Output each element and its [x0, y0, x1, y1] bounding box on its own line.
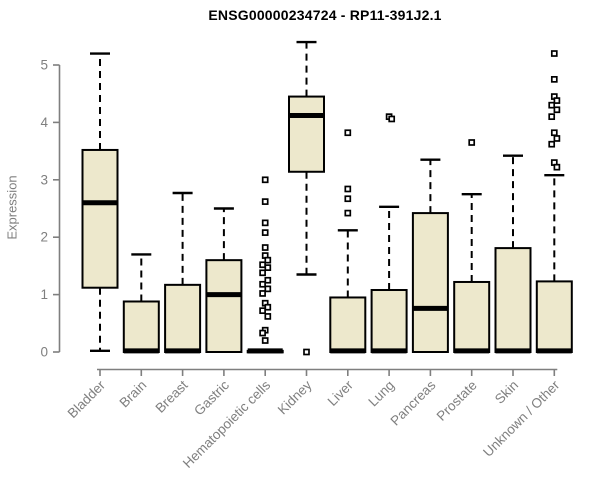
y-axis: 0 1 2 3 4 5 [40, 58, 61, 360]
outlier-point [548, 101, 556, 109]
outlier-point [259, 307, 266, 315]
box-prostate [453, 139, 491, 354]
x-tick-label-liver: Liver [325, 377, 357, 409]
box-bladder [81, 52, 119, 353]
y-tick-label: 3 [40, 172, 48, 187]
x-tick-label-kidney: Kidney [275, 377, 315, 417]
box-rect [164, 283, 202, 354]
box-rect [81, 148, 119, 289]
outlier-point [468, 139, 476, 146]
box-rect [288, 95, 325, 173]
outlier-point [261, 229, 269, 236]
box-rect [535, 280, 573, 354]
y-tick-label: 0 [40, 345, 48, 360]
outlier-point [259, 329, 266, 337]
x-tick-label-breast: Breast [153, 377, 191, 415]
outlier-point [553, 106, 561, 114]
y-tick-label: 1 [40, 287, 48, 302]
outlier-point [548, 113, 556, 121]
box-liver [329, 129, 367, 354]
box-lung [370, 113, 408, 354]
outlier-point [264, 256, 272, 264]
box-rect [122, 300, 160, 354]
outlier-point [344, 129, 352, 137]
outlier-point [261, 198, 269, 205]
box-rect [329, 296, 367, 353]
outlier-point [261, 176, 269, 184]
box-gastric [205, 207, 243, 353]
outlier-point [553, 135, 561, 142]
outlier-point [548, 140, 556, 148]
outlier-point [550, 129, 558, 137]
box-brain [122, 253, 160, 354]
outlier-point [264, 303, 272, 311]
x-tick-label-bladder: Bladder [65, 377, 109, 421]
y-tick-label: 2 [40, 230, 48, 245]
outlier-point [344, 209, 352, 217]
outlier-point [259, 280, 266, 288]
outlier-point [259, 269, 266, 277]
chart-title: ENSG00000234724 - RP11-391J2.1 [208, 7, 442, 23]
outlier-point [553, 97, 561, 104]
outlier-point [344, 185, 352, 193]
outlier-point [259, 290, 266, 297]
outlier-point [550, 50, 558, 57]
box-rect [205, 259, 243, 353]
outlier-point [259, 261, 266, 269]
outlier-point [261, 219, 269, 227]
outlier-point [264, 264, 272, 271]
box-hematopoietic-cells [246, 176, 284, 354]
x-tick-label-gastric: Gastric [191, 377, 232, 418]
y-tick-label: 5 [40, 58, 48, 73]
x-tick-label-lung: Lung [365, 378, 397, 410]
outlier-point [303, 348, 310, 356]
outlier-point [553, 163, 561, 171]
x-tick-label-skin: Skin [492, 378, 521, 407]
y-tick-label: 4 [40, 115, 48, 130]
outlier-point [261, 244, 269, 251]
outlier-point [264, 285, 272, 293]
x-tick-label-brain: Brain [117, 378, 150, 411]
box-skin [494, 154, 532, 354]
outlier-point [264, 313, 272, 320]
box-rect [453, 280, 491, 353]
outlier-point [344, 195, 352, 203]
x-tick-label-prostate: Prostate [434, 378, 480, 424]
box-pancreas [411, 158, 449, 353]
outlier-point [388, 115, 396, 123]
box-breast [164, 191, 202, 354]
box-rect [370, 289, 408, 353]
box-rect [411, 212, 449, 353]
outlier-point [264, 276, 272, 284]
outlier-point [550, 75, 558, 83]
box-unknown-other [535, 50, 573, 354]
x-tick-label-pancreas: Pancreas [388, 377, 439, 428]
box-kidney [288, 40, 325, 356]
outlier-point [261, 337, 269, 344]
x-tick-label-unknown-other: Unknown / Other [480, 377, 563, 460]
box-rect [494, 247, 532, 353]
